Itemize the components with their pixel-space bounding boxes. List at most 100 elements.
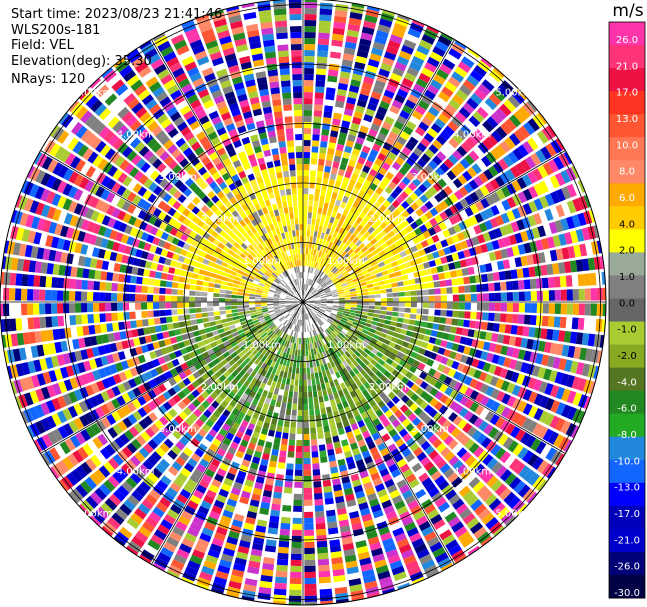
velocity-gate: [382, 9, 396, 17]
velocity-gate: [416, 296, 423, 302]
velocity-gate: [199, 359, 208, 367]
velocity-gate: [549, 415, 561, 429]
velocity-gate: [297, 307, 301, 313]
velocity-gate: [147, 539, 161, 551]
velocity-gate: [122, 417, 133, 429]
velocity-gate: [65, 365, 75, 377]
velocity-gate: [314, 283, 319, 289]
velocity-gate: [484, 493, 498, 507]
velocity-gate: [153, 317, 161, 325]
velocity-gate: [503, 357, 512, 368]
velocity-gate: [398, 50, 412, 61]
velocity-gate: [374, 306, 381, 310]
velocity-gate: [322, 266, 328, 273]
velocity-gate: [404, 261, 412, 269]
velocity-gate: [226, 586, 241, 596]
velocity-gate: [476, 293, 483, 302]
velocity-gate: [307, 294, 313, 299]
velocity-gate: [278, 389, 284, 396]
velocity-gate: [596, 303, 603, 317]
velocity-gate: [62, 353, 71, 365]
velocity-gate: [204, 343, 212, 351]
velocity-gate: [428, 302, 435, 309]
velocity-gate: [313, 249, 317, 256]
velocity-gate: [361, 329, 369, 335]
velocity-gate: [454, 212, 463, 223]
velocity-gate: [363, 273, 371, 279]
velocity-gate: [399, 346, 407, 354]
velocity-gate: [134, 468, 146, 480]
velocity-gate: [311, 280, 315, 287]
velocity-gate: [462, 365, 471, 375]
velocity-gate: [163, 241, 172, 250]
velocity-gate: [527, 453, 539, 467]
velocity-gate: [360, 563, 374, 572]
velocity-gate: [0, 287, 4, 301]
velocity-gate: [371, 432, 381, 441]
velocity-gate: [351, 73, 363, 82]
velocity-gate: [328, 69, 339, 77]
velocity-gate: [82, 325, 90, 336]
velocity-gate: [273, 303, 280, 305]
velocity-gate: [406, 527, 419, 538]
velocity-gate: [511, 245, 520, 256]
velocity-gate: [371, 230, 379, 238]
velocity-gate: [314, 275, 318, 282]
velocity-gate: [325, 321, 331, 326]
velocity-gate: [428, 408, 438, 418]
velocity-gate: [415, 208, 424, 217]
velocity-gate: [88, 234, 98, 245]
velocity-gate: [415, 515, 428, 526]
velocity-gate: [336, 364, 342, 372]
velocity-gate: [307, 293, 312, 298]
velocity-gate: [347, 90, 358, 99]
velocity-gate: [183, 483, 195, 494]
velocity-gate: [311, 242, 316, 250]
velocity-gate: [194, 543, 208, 554]
velocity-gate: [391, 369, 400, 378]
velocity-gate: [157, 239, 166, 248]
velocity-gate: [401, 210, 410, 219]
velocity-gate: [333, 391, 340, 399]
velocity-gate: [585, 348, 594, 362]
velocity-gate: [281, 309, 287, 313]
velocity-gate: [522, 389, 533, 401]
velocity-gate: [107, 517, 121, 530]
velocity-gate: [428, 449, 439, 460]
velocity-gate: [379, 468, 390, 477]
velocity-gate: [47, 159, 59, 173]
velocity-gate: [375, 378, 384, 387]
velocity-gate: [336, 507, 347, 516]
velocity-gate: [153, 218, 163, 228]
velocity-gate: [163, 514, 176, 525]
velocity-gate: [403, 554, 417, 565]
velocity-gate: [449, 326, 457, 334]
velocity-gate: [313, 200, 319, 208]
velocity-gate: [96, 506, 110, 520]
velocity-gate: [304, 331, 307, 338]
velocity-gate: [342, 444, 351, 453]
velocity-gate: [275, 431, 282, 439]
velocity-gate: [150, 333, 158, 342]
velocity-gate: [278, 351, 284, 358]
velocity-gate: [33, 289, 40, 301]
velocity-gate: [155, 229, 164, 238]
velocity-gate: [386, 311, 393, 316]
velocity-gate: [252, 385, 259, 393]
velocity-gate: [183, 302, 190, 308]
velocity-gate: [378, 414, 388, 423]
velocity-gate: [98, 483, 112, 497]
velocity-gate: [322, 123, 331, 130]
velocity-gate: [166, 361, 175, 370]
velocity-gate: [388, 374, 396, 382]
velocity-gate: [135, 311, 142, 319]
velocity-gate: [376, 351, 384, 359]
velocity-gate: [304, 86, 314, 93]
velocity-gate: [281, 339, 286, 346]
velocity-gate: [69, 290, 76, 301]
velocity-gate: [276, 330, 282, 336]
velocity-gate: [370, 324, 378, 330]
velocity-gate: [45, 356, 54, 369]
velocity-gate: [308, 260, 312, 267]
velocity-gate: [335, 100, 345, 109]
